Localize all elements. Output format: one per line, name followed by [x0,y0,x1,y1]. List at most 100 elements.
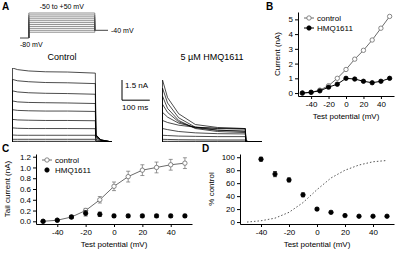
tick: 40 [377,96,386,109]
tick-label: -40 [256,228,268,237]
x-axis: -40 -20 0 20 40 [299,96,395,109]
step-line [29,13,95,38]
tick: 20 [226,205,240,214]
legend-marker [307,26,311,30]
tick-mark [295,49,298,50]
point [344,67,348,71]
error-bar [69,215,73,218]
tick-label: 20 [360,100,369,109]
point [154,214,158,218]
error-bar [287,178,291,182]
tick-mark [295,64,298,65]
trace [12,79,112,142]
tick: 1.2 [20,153,36,162]
panel-label: C [2,143,9,154]
legend-marker [45,168,49,172]
tick-label: 20 [138,228,147,237]
tick-label: 0 [344,100,349,109]
step-line [29,21,95,38]
tick: -40 [52,224,64,237]
legend-marker [45,158,49,162]
error-cap [112,182,116,183]
point [387,14,391,18]
legend-marker [307,16,311,20]
plot-area [300,14,392,95]
error-cap [112,190,116,191]
series-line [43,163,185,221]
tick-mark [289,224,290,227]
tick: 40 [167,224,176,237]
point [309,90,313,94]
tick-label: 0.4 [20,196,32,205]
tick-mark [237,209,240,210]
tick: 1.0 [20,164,36,173]
legend-entry: HMQ1611 [45,166,92,175]
tick-label: 40 [226,192,235,201]
trace [162,88,262,142]
tick-mark [33,157,36,158]
tick-mark [381,96,382,99]
error-cap [98,203,102,204]
legend-label: HMQ1611 [55,166,91,175]
tick-label: -20 [323,100,335,109]
step-line [29,19,95,38]
tick: -20 [80,224,92,237]
trace-panel: 5 µM HMQ1611 [162,52,262,142]
point [169,214,173,218]
tick-label: -40 [306,100,318,109]
trace [12,91,112,142]
error-cap [183,157,187,158]
holding-line [20,38,29,39]
tick-mark [33,211,36,212]
tick: 40 [226,192,240,201]
trace [162,135,262,142]
tick-mark [237,222,240,223]
legend-entry: control [42,156,79,165]
tick-mark [363,96,364,99]
trace [12,119,112,142]
panel-label: D [202,143,209,154]
point [385,214,389,218]
point [344,76,348,80]
tick: 20 [341,224,350,237]
point [140,168,144,172]
tick-label: 3 [289,45,294,54]
error-bar [98,212,102,216]
point [98,212,102,216]
y-axis-title: Current (nA) [273,32,282,76]
point [55,218,59,222]
step-line [29,25,95,38]
error-bar [301,193,305,197]
error-bar [112,214,116,217]
tick-mark [237,170,240,171]
tick-mark [346,96,347,99]
tick-label: 1.0 [20,164,32,173]
tick: -40 [306,96,318,109]
error-bar [140,214,144,217]
error-cap [140,164,144,165]
error-cap [126,182,130,183]
tick-label: 0.6 [20,185,32,194]
point [326,85,330,89]
point [335,82,339,86]
error-bar [259,157,263,161]
point [371,214,375,218]
error-cap [155,162,159,163]
trace [162,112,262,142]
legend: controlHMQ1611 [304,14,353,33]
tick-label: 0 [289,89,294,98]
error-bar [183,158,187,169]
tick-mark [86,224,87,227]
error-bar [273,172,277,177]
tick-label: 40 [369,228,378,237]
tick: 2 [289,60,298,69]
legend-label: control [317,14,341,23]
point [343,213,347,217]
tick: -40 [256,224,268,237]
plot-area [162,80,262,142]
step-line [29,17,95,38]
error-bar [84,211,88,216]
point [287,178,291,182]
point [140,214,144,218]
panel-label: A [2,1,9,12]
